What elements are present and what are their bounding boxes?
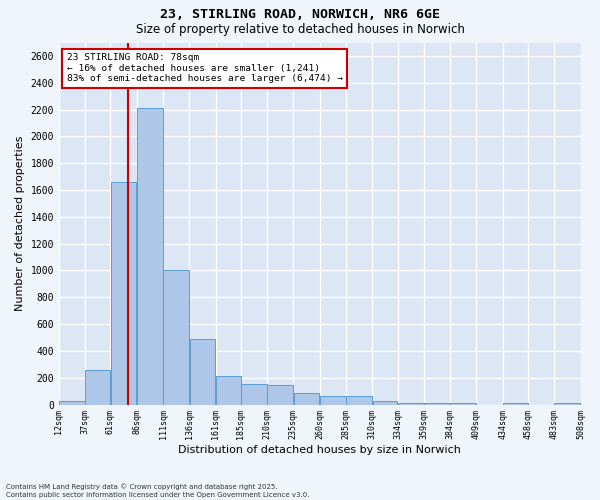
Bar: [163, 270, 189, 404]
Bar: [398, 403, 424, 404]
Text: 23 STIRLING ROAD: 78sqm
← 16% of detached houses are smaller (1,241)
83% of semi: 23 STIRLING ROAD: 78sqm ← 16% of detache…: [67, 54, 343, 83]
Bar: [554, 403, 580, 404]
Bar: [293, 393, 319, 404]
X-axis label: Distribution of detached houses by size in Norwich: Distribution of detached houses by size …: [178, 445, 461, 455]
Text: 23, STIRLING ROAD, NORWICH, NR6 6GE: 23, STIRLING ROAD, NORWICH, NR6 6GE: [160, 8, 440, 20]
Bar: [137, 108, 163, 405]
Bar: [241, 384, 267, 404]
Bar: [85, 370, 110, 404]
Bar: [190, 339, 215, 404]
Text: Contains HM Land Registry data © Crown copyright and database right 2025.
Contai: Contains HM Land Registry data © Crown c…: [6, 484, 310, 498]
Bar: [503, 403, 527, 404]
Bar: [216, 376, 241, 404]
Text: Size of property relative to detached houses in Norwich: Size of property relative to detached ho…: [136, 22, 464, 36]
Bar: [424, 403, 450, 404]
Bar: [320, 396, 346, 404]
Bar: [451, 403, 476, 404]
Bar: [373, 400, 397, 404]
Bar: [268, 385, 293, 404]
Y-axis label: Number of detached properties: Number of detached properties: [15, 136, 25, 311]
Bar: [59, 400, 85, 404]
Bar: [111, 182, 136, 404]
Bar: [346, 396, 372, 404]
